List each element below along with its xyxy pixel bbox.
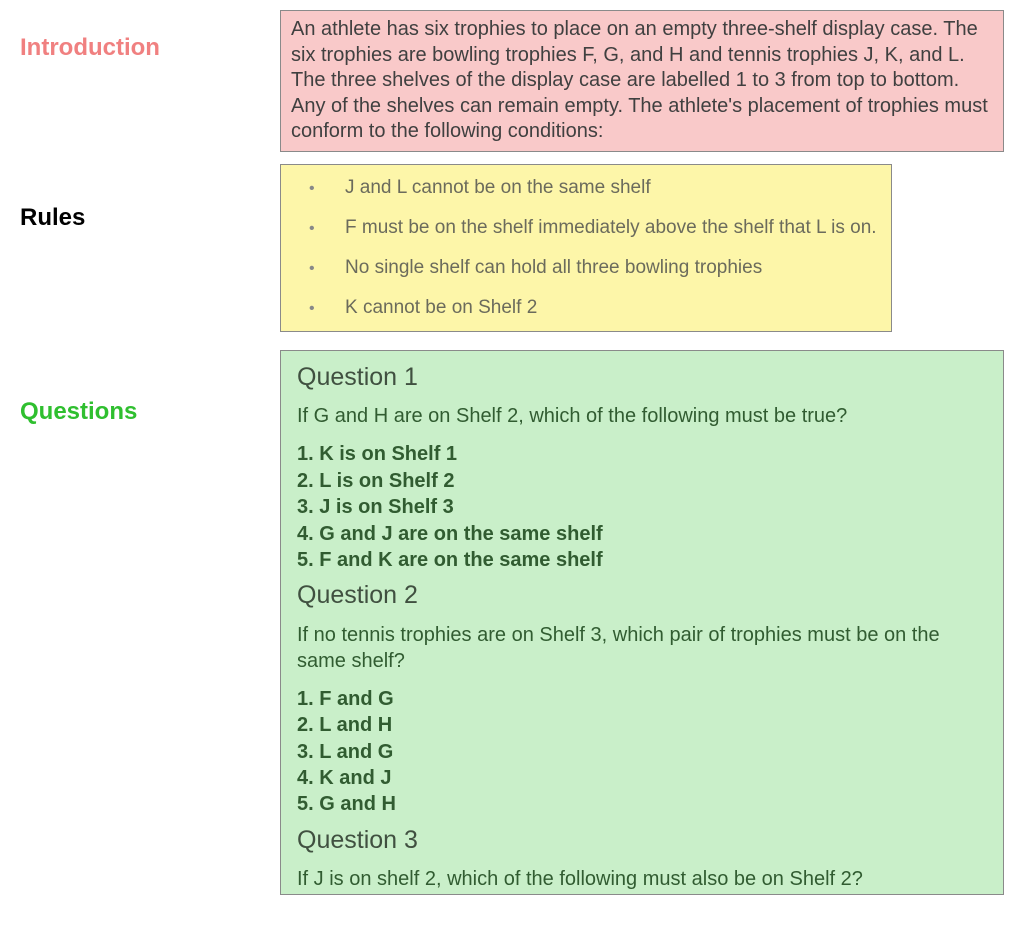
bullet-icon: • [309, 297, 345, 321]
introduction-box: An athlete has six trophies to place on … [280, 10, 1004, 152]
rule-item: • J and L cannot be on the same shelf [281, 169, 891, 209]
question-title: Question 1 [297, 361, 987, 394]
rule-text: No single shelf can hold all three bowli… [345, 257, 762, 279]
rule-item: • No single shelf can hold all three bow… [281, 249, 891, 289]
rule-text: F must be on the shelf immediately above… [345, 217, 877, 239]
question-option: 2. L is on Shelf 2 [297, 468, 987, 494]
rule-text: K cannot be on Shelf 2 [345, 297, 537, 319]
question-title: Question 2 [297, 579, 987, 612]
question-option: 4. K and J [297, 765, 987, 791]
question-option: 1. K is on Shelf 1 [297, 441, 987, 467]
question-prompt: If G and H are on Shelf 2, which of the … [297, 403, 987, 429]
questions-row: Questions Question 1 If G and H are on S… [20, 350, 1004, 895]
question-option: 1. F and G [297, 686, 987, 712]
question-title: Question 3 [297, 824, 987, 857]
question-prompt: If J is on shelf 2, which of the followi… [297, 866, 987, 892]
introduction-row: Introduction An athlete has six trophies… [20, 10, 1004, 152]
introduction-content: An athlete has six trophies to place on … [280, 10, 1004, 152]
rules-label: Rules [20, 164, 280, 232]
bullet-icon: • [309, 177, 345, 201]
question-option: 2. L and H [297, 712, 987, 738]
introduction-label: Introduction [20, 10, 280, 62]
rules-box: • J and L cannot be on the same shelf • … [280, 164, 892, 332]
question-option: 3. J is on Shelf 3 [297, 494, 987, 520]
question-option: 5. G and H [297, 791, 987, 817]
question-option: 4. G and J are on the same shelf [297, 521, 987, 547]
questions-content: Question 1 If G and H are on Shelf 2, wh… [280, 350, 1004, 895]
rule-item: • K cannot be on Shelf 2 [281, 289, 891, 329]
rule-text: J and L cannot be on the same shelf [345, 177, 651, 199]
question-prompt: If no tennis trophies are on Shelf 3, wh… [297, 622, 987, 674]
questions-box: Question 1 If G and H are on Shelf 2, wh… [280, 350, 1004, 895]
bullet-icon: • [309, 257, 345, 281]
question-options: 1. F and G 2. L and H 3. L and G 4. K an… [297, 686, 987, 818]
rules-content: • J and L cannot be on the same shelf • … [280, 164, 1004, 332]
rule-item: • F must be on the shelf immediately abo… [281, 209, 891, 249]
rules-row: Rules • J and L cannot be on the same sh… [20, 164, 1004, 332]
question-option: 5. F and K are on the same shelf [297, 547, 987, 573]
question-option: 3. L and G [297, 739, 987, 765]
bullet-icon: • [309, 217, 345, 241]
question-options: 1. K is on Shelf 1 2. L is on Shelf 2 3.… [297, 441, 987, 573]
questions-label: Questions [20, 350, 280, 426]
